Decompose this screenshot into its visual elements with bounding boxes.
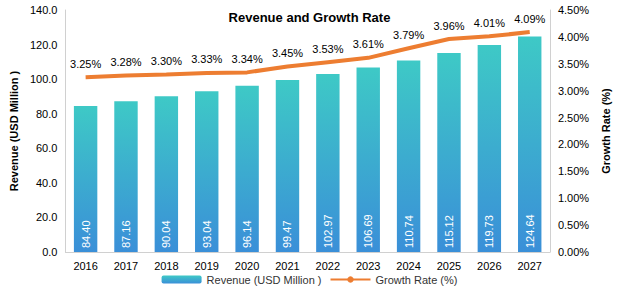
svg-text:2019: 2019 — [194, 260, 218, 272]
svg-text:2023: 2023 — [356, 260, 380, 272]
svg-text:2027: 2027 — [517, 260, 541, 272]
svg-text:Revenue and Growth Rate: Revenue and Growth Rate — [229, 10, 391, 25]
svg-text:3.30%: 3.30% — [151, 55, 182, 67]
svg-text:3.28%: 3.28% — [110, 56, 141, 68]
svg-text:106.69: 106.69 — [362, 214, 374, 248]
svg-text:0.50%: 0.50% — [558, 219, 589, 231]
svg-text:2025: 2025 — [437, 260, 461, 272]
svg-text:84.40: 84.40 — [80, 220, 92, 248]
svg-text:2018: 2018 — [154, 260, 178, 272]
svg-text:102.97: 102.97 — [322, 214, 334, 248]
svg-text:2.00%: 2.00% — [558, 138, 589, 150]
svg-text:Growth Rate (%): Growth Rate (%) — [600, 88, 612, 174]
svg-text:120.0: 120.0 — [30, 39, 58, 51]
svg-text:3.34%: 3.34% — [232, 53, 263, 65]
svg-text:3.96%: 3.96% — [433, 20, 464, 32]
svg-text:124.64: 124.64 — [524, 214, 536, 248]
svg-text:87.16: 87.16 — [120, 220, 132, 248]
svg-text:4.01%: 4.01% — [474, 17, 505, 29]
svg-text:2022: 2022 — [316, 260, 340, 272]
svg-text:3.45%: 3.45% — [272, 47, 303, 59]
svg-text:2.50%: 2.50% — [558, 112, 589, 124]
svg-text:80.0: 80.0 — [36, 108, 57, 120]
svg-text:2026: 2026 — [477, 260, 501, 272]
svg-text:110.74: 110.74 — [403, 215, 415, 248]
svg-text:20.0: 20.0 — [36, 211, 57, 223]
svg-text:60.0: 60.0 — [36, 142, 57, 154]
svg-text:1.50%: 1.50% — [558, 165, 589, 177]
svg-text:1.00%: 1.00% — [558, 192, 589, 204]
svg-text:2016: 2016 — [73, 260, 97, 272]
svg-text:Growth Rate (%): Growth Rate (%) — [376, 274, 458, 286]
svg-text:3.00%: 3.00% — [558, 85, 589, 97]
svg-text:3.25%: 3.25% — [70, 58, 101, 70]
svg-text:2024: 2024 — [396, 260, 420, 272]
svg-text:3.61%: 3.61% — [353, 38, 384, 50]
svg-text:4.00%: 4.00% — [558, 31, 589, 43]
svg-text:140.0: 140.0 — [30, 4, 58, 16]
svg-text:90.04: 90.04 — [160, 220, 172, 248]
svg-text:4.50%: 4.50% — [558, 4, 589, 16]
svg-text:3.33%: 3.33% — [191, 53, 222, 65]
svg-text:100.0: 100.0 — [30, 73, 58, 85]
svg-text:3.53%: 3.53% — [312, 43, 343, 55]
svg-text:96.14: 96.14 — [241, 220, 253, 248]
svg-text:Revenue (USD Million ): Revenue (USD Million ) — [207, 274, 322, 286]
svg-text:40.0: 40.0 — [36, 177, 57, 189]
svg-text:99.47: 99.47 — [281, 220, 293, 248]
svg-text:2017: 2017 — [114, 260, 138, 272]
svg-text:Revenue (USD Million ): Revenue (USD Million ) — [8, 70, 20, 191]
svg-text:2021: 2021 — [275, 260, 299, 272]
svg-text:3.79%: 3.79% — [393, 29, 424, 41]
svg-text:0.0: 0.0 — [42, 246, 57, 258]
svg-text:2020: 2020 — [235, 260, 259, 272]
svg-text:3.50%: 3.50% — [558, 58, 589, 70]
svg-text:4.09%: 4.09% — [514, 13, 545, 25]
svg-text:119.73: 119.73 — [483, 215, 495, 248]
svg-text:115.12: 115.12 — [443, 215, 455, 248]
svg-text:0.00%: 0.00% — [558, 246, 589, 258]
svg-text:93.04: 93.04 — [201, 220, 213, 248]
